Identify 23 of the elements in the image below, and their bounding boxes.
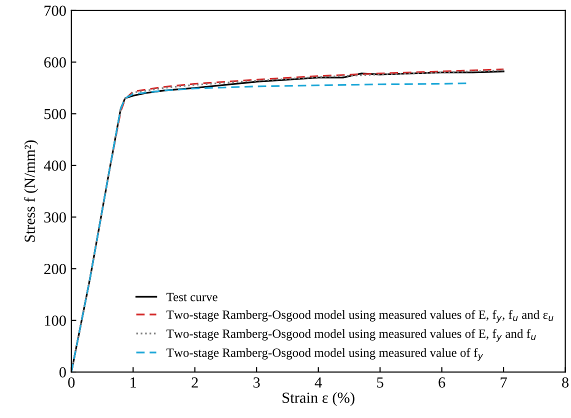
y-axis-title: Stress f (N/mm²): [24, 140, 38, 242]
y-tick-label: 300: [44, 212, 66, 223]
x-axis-title: Strain ε (%): [282, 392, 354, 406]
y-tick-label: 600: [44, 57, 66, 68]
x-tick-label: 3: [254, 377, 260, 388]
y-tick-label: 0: [59, 367, 66, 378]
legend-label: Two-stage Ramberg-Osgood model using measured value of f$_{y}$: [166, 348, 484, 361]
x-tick-label: 1: [130, 377, 136, 388]
x-tick-label: 8: [562, 377, 569, 388]
legend-label: Two-stage Ramberg-Osgood model using measured values of E, f$_{y}$ and f$_{u}$: [166, 329, 536, 342]
x-tick-label: 2: [192, 377, 198, 388]
y-tick-label: 500: [44, 108, 66, 120]
y-tick-label: 700: [44, 6, 66, 16]
legend-label: Test curve: [166, 292, 218, 302]
y-tick-label: 200: [44, 264, 66, 274]
x-tick-label: 5: [377, 377, 384, 388]
x-tick-label: 0: [68, 377, 75, 388]
x-tick-label: 6: [438, 377, 446, 388]
y-tick-label: 400: [44, 160, 66, 171]
x-tick-label: 4: [314, 377, 322, 388]
y-tick-label: 100: [44, 316, 66, 326]
legend-label: Two-stage Ramberg-Osgood model using measured values of E, f$_{y}$, f$_{u}$ and ε$_{u}$: [166, 310, 554, 323]
x-tick-label: 7: [500, 377, 507, 388]
